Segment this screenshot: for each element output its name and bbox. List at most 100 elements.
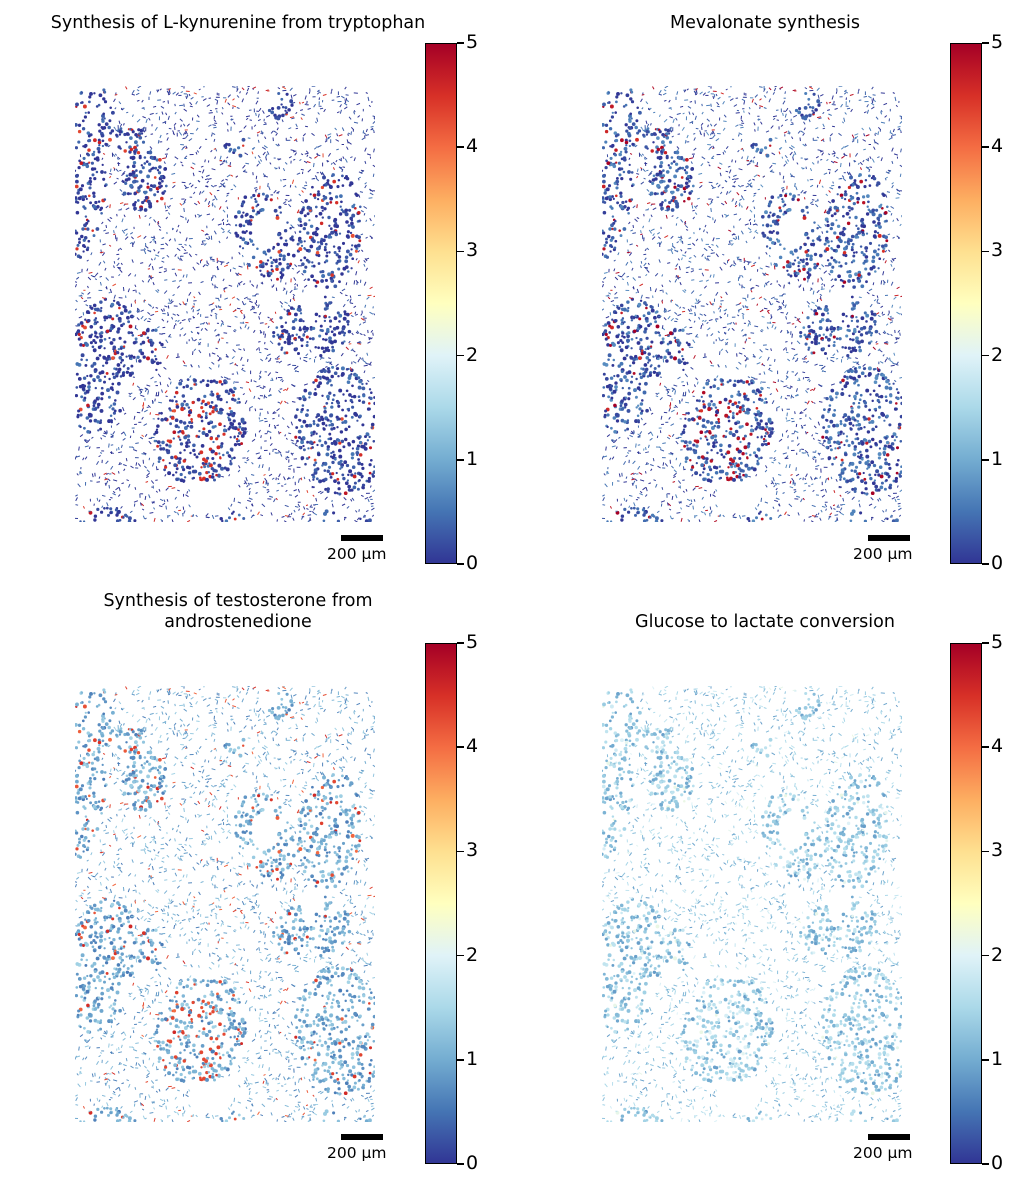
cell-point-195	[751, 389, 756, 394]
cell-point-2000	[166, 499, 169, 502]
cell-point-3546	[368, 337, 372, 339]
cell-point-562	[790, 123, 794, 126]
cell-point-332	[323, 248, 327, 252]
cell-point-197	[201, 240, 204, 244]
cell-point-1843	[268, 186, 271, 191]
cell-point-1081	[81, 119, 85, 123]
cell-point-3016	[363, 360, 367, 364]
cell-point-79	[636, 414, 640, 418]
cell-point-1056	[891, 519, 896, 522]
cell-point-198	[349, 298, 352, 303]
cell-point-2265	[333, 457, 337, 461]
cell-point-3485	[114, 508, 118, 512]
cell-point-4	[205, 174, 210, 177]
cell-point-997	[644, 257, 647, 261]
cell-point-465	[357, 115, 361, 118]
cell-point-1871	[152, 184, 157, 188]
cell-point-1033	[372, 306, 374, 309]
cell-point-705	[850, 234, 855, 239]
cell-point-646	[763, 107, 767, 109]
cell-point-160	[260, 514, 264, 517]
cell-point-834	[802, 371, 806, 374]
cell-point-1944	[236, 297, 240, 301]
cell-point-3652	[238, 251, 241, 255]
cell-point-1137	[781, 197, 784, 201]
cell-point-2445	[314, 232, 319, 237]
cell-point-2563	[75, 231, 79, 235]
cell-point-2046	[255, 189, 257, 193]
cell-point-2259	[91, 473, 94, 478]
cell-point-435	[814, 108, 818, 112]
cell-point-3248	[87, 276, 92, 281]
cell-point-2791	[78, 255, 83, 259]
cell-point-2012	[156, 89, 160, 93]
cell-point-983	[831, 184, 835, 187]
cell-point-166	[675, 317, 679, 321]
cell-point-3365	[151, 265, 154, 271]
cell-point-186	[294, 505, 299, 508]
cell-point-1386	[107, 125, 111, 130]
cell-point-1356	[211, 202, 214, 206]
cell-point-2148	[180, 161, 183, 164]
cell-point-2643	[97, 103, 101, 107]
cell-point-1267	[744, 463, 749, 468]
cell-point-1799	[327, 272, 331, 277]
cell-point-2951	[272, 448, 274, 452]
cell-point-3643	[305, 249, 309, 252]
cell-point-1372	[143, 199, 147, 202]
cell-point-76	[867, 439, 872, 444]
cell-point-2678	[280, 179, 282, 182]
cell-point-3247	[161, 447, 166, 451]
cell-point-1286	[86, 246, 90, 250]
cell-point-1029	[707, 379, 710, 383]
cell-point-1102	[326, 490, 330, 493]
cell-point-3609	[228, 149, 232, 153]
cell-point-1273	[725, 349, 729, 354]
cell-point-2518	[202, 264, 206, 268]
cell-point-2815	[347, 376, 352, 380]
cell-point-2612	[117, 248, 120, 252]
cell-point-142	[162, 458, 165, 462]
cell-point-3146	[169, 422, 173, 426]
cell-point-333	[623, 146, 628, 151]
cell-point-1076	[613, 374, 616, 378]
cell-point-783	[632, 431, 635, 434]
cell-point-1845	[154, 398, 156, 402]
cell-point-203	[108, 119, 112, 123]
cell-point-2862	[280, 97, 284, 101]
cell-point-781	[832, 326, 836, 331]
cell-point-2367	[128, 150, 132, 154]
cell-point-424	[614, 291, 618, 295]
cell-point-2023	[131, 446, 135, 449]
cell-point-1504	[168, 88, 171, 91]
cell-point-1073	[725, 88, 728, 91]
cell-point-459	[613, 439, 618, 443]
cell-point-194	[148, 494, 151, 499]
cell-point-1293	[357, 250, 361, 253]
cell-point-1631	[118, 273, 121, 277]
cell-point-121	[773, 265, 776, 270]
cell-point-655	[688, 257, 692, 259]
cell-point-1114	[754, 229, 757, 233]
cell-point-132	[890, 333, 893, 337]
cell-point-1868	[86, 131, 91, 135]
cell-point-986	[884, 376, 888, 380]
cell-point-300	[652, 370, 657, 374]
cell-point-425	[179, 321, 182, 324]
cell-point-607	[156, 444, 160, 448]
cell-point-1457	[284, 434, 287, 437]
cell-point-2387	[121, 172, 125, 176]
cell-point-1898	[305, 150, 309, 154]
cell-point-3479	[335, 367, 339, 371]
cell-point-709	[316, 197, 320, 201]
cell-point-704	[843, 117, 846, 122]
cell-point-1959	[272, 331, 276, 335]
cell-point-288	[657, 231, 661, 235]
cell-point-1658	[355, 279, 359, 284]
cell-point-780	[863, 148, 866, 151]
cell-point-474	[712, 494, 716, 498]
cell-point-949	[857, 401, 861, 405]
cell-point-1576	[282, 86, 286, 90]
cell-point-1887	[105, 371, 109, 375]
cell-point-2905	[93, 322, 97, 326]
